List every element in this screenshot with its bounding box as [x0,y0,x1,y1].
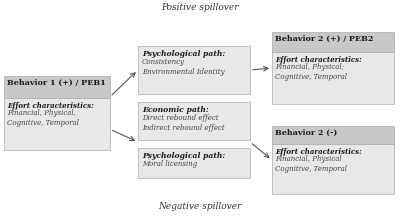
Text: Direct rebound effect
Indirect rebound effect: Direct rebound effect Indirect rebound e… [142,114,225,132]
Text: Economic path:: Economic path: [142,106,209,114]
Text: Psychological path:: Psychological path: [142,50,225,58]
Text: Consistency
Environmental Identity: Consistency Environmental Identity [142,58,225,76]
Text: Effort characteristics:: Effort characteristics: [275,148,362,156]
Bar [138,46,250,94]
Text: Financial, Physical
Cognitive, Temporal: Financial, Physical Cognitive, Temporal [275,155,347,173]
Text: Psychological path:: Psychological path: [142,152,225,160]
Bar [272,32,394,52]
Text: Positive spillover: Positive spillover [161,3,239,12]
Text: Financial, Physical,
Cognitive, Temporal: Financial, Physical, Cognitive, Temporal [7,109,79,127]
Bar [272,52,394,104]
Bar [138,102,250,140]
Text: Behavior 2 (+) / PEB2: Behavior 2 (+) / PEB2 [275,35,373,43]
Text: Effort characteristics:: Effort characteristics: [275,56,362,64]
Text: Behavior 1 (+) / PEB1: Behavior 1 (+) / PEB1 [7,79,106,87]
Bar [272,144,394,194]
Text: Behavior 2 (-): Behavior 2 (-) [275,129,337,137]
Bar [272,126,394,144]
Bar [4,76,110,98]
Bar [138,148,250,178]
Text: Moral licensing: Moral licensing [142,160,197,168]
Bar [4,98,110,150]
Text: Negative spillover: Negative spillover [158,202,242,211]
Text: Financial, Physical;
Cognitive, Temporal: Financial, Physical; Cognitive, Temporal [275,63,347,81]
Text: Effort characteristics:: Effort characteristics: [7,102,94,110]
